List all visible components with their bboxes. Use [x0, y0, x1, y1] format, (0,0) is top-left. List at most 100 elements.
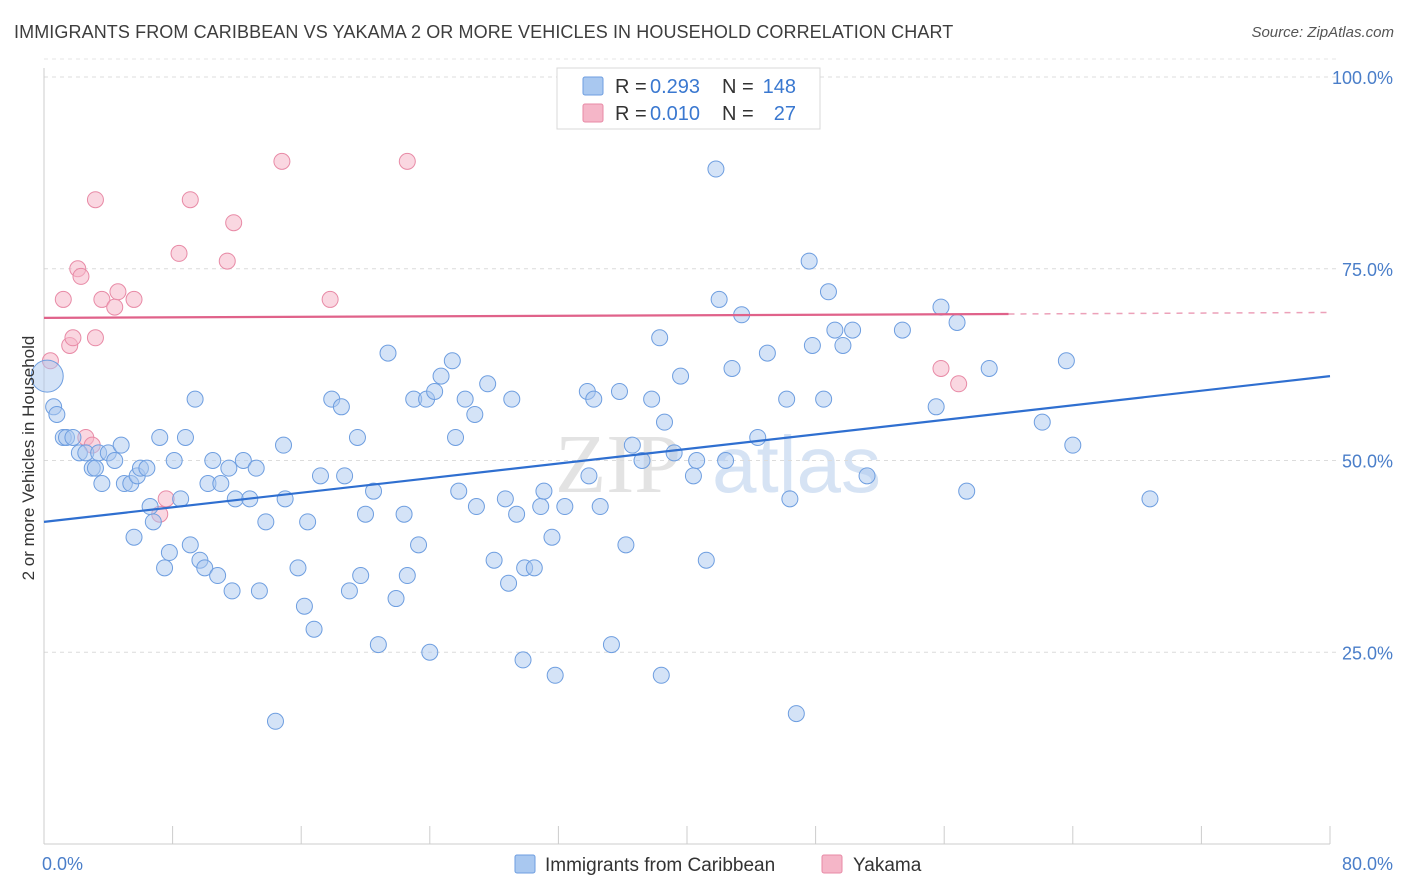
caribbean-point	[826, 321, 844, 339]
source-credit: Source: ZipAtlas.com	[1251, 24, 1394, 41]
watermark-zip: ZIP	[555, 418, 681, 511]
legend-swatch-caribbean	[582, 76, 604, 96]
caribbean-point	[466, 405, 484, 423]
yakama-point	[54, 290, 72, 308]
caribbean-point	[803, 336, 821, 354]
caribbean-point	[456, 390, 474, 408]
caribbean-point	[525, 559, 543, 577]
caribbean-point	[348, 428, 366, 446]
caribbean-point	[410, 536, 428, 554]
caribbean-point	[395, 505, 413, 523]
caribbean-point	[948, 313, 966, 331]
caribbean-point	[299, 513, 317, 531]
caribbean-point	[858, 467, 876, 485]
caribbean-point	[543, 528, 561, 546]
bottom-legend-swatch-caribbean	[514, 854, 536, 874]
legend-n-label-caribbean: N =	[722, 76, 754, 98]
yakama-point	[64, 329, 82, 347]
yakama-trend-extension	[1008, 311, 1331, 315]
caribbean-point	[172, 490, 190, 508]
yakama-point	[218, 252, 236, 270]
y-tick-label-3: 100.0%	[1332, 68, 1393, 88]
caribbean-point	[535, 482, 553, 500]
caribbean-point	[311, 467, 329, 485]
caribbean-point	[352, 567, 370, 585]
caribbean-point	[778, 390, 796, 408]
caribbean-point	[340, 582, 358, 600]
caribbean-trend-line	[43, 375, 1331, 523]
caribbean-point	[447, 428, 465, 446]
yakama-trend-line	[43, 312, 1009, 319]
caribbean-point	[710, 290, 728, 308]
caribbean-point	[266, 712, 284, 730]
caribbean-point	[196, 559, 214, 577]
caribbean-point	[633, 452, 651, 469]
caribbean-point	[212, 475, 230, 493]
chart-title: IMMIGRANTS FROM CARIBBEAN VS YAKAMA 2 OR…	[14, 22, 954, 42]
caribbean-point	[893, 321, 911, 339]
caribbean-point	[844, 321, 862, 339]
caribbean-point	[723, 359, 741, 377]
bottom-legend-label-caribbean: Immigrants from Caribbean	[545, 855, 775, 876]
bottom-legend-label-yakama: Yakama	[853, 855, 922, 876]
caribbean-point	[758, 344, 776, 362]
legend-r-value-yakama: 0.010	[650, 103, 700, 125]
caribbean-point	[707, 160, 725, 178]
caribbean-point	[289, 559, 307, 577]
caribbean-point	[165, 452, 183, 469]
caribbean-point	[450, 482, 468, 500]
y-tick-label-2: 75.0%	[1342, 260, 1393, 280]
legend-n-value-yakama: 27	[774, 103, 796, 125]
caribbean-point	[426, 382, 444, 400]
caribbean-point	[398, 567, 416, 585]
legend-r-label-yakama: R =	[615, 103, 647, 125]
caribbean-point	[672, 367, 690, 385]
caribbean-point	[93, 475, 111, 493]
yakama-point	[86, 191, 104, 209]
caribbean-point	[234, 452, 252, 469]
caribbean-point	[665, 444, 683, 462]
caribbean-point	[1141, 490, 1159, 508]
caribbean-point	[220, 459, 238, 477]
trend-lines	[43, 311, 1331, 523]
caribbean-point	[125, 528, 143, 546]
caribbean-point	[112, 436, 130, 454]
yakama-point	[950, 375, 968, 393]
caribbean-point	[332, 398, 350, 416]
caribbean-point	[48, 405, 66, 423]
caribbean-point	[532, 498, 550, 516]
caribbean-point	[369, 636, 387, 654]
x-tick-label-min: 0.0%	[42, 854, 83, 874]
caribbean-point	[815, 390, 833, 408]
caribbean-point	[652, 666, 670, 684]
caribbean-point	[787, 705, 805, 723]
caribbean-point	[336, 467, 354, 485]
y-tick-label-1: 50.0%	[1342, 452, 1393, 472]
caribbean-point	[86, 459, 104, 477]
legend-n-label-yakama: N =	[722, 103, 754, 125]
caribbean-point	[467, 498, 485, 516]
caribbean-point	[387, 590, 405, 608]
caribbean-point	[295, 597, 313, 615]
caribbean-point	[500, 574, 518, 592]
caribbean-point	[204, 452, 222, 469]
caribbean-point	[379, 344, 397, 362]
caribbean-point	[819, 283, 837, 301]
caribbean-point	[503, 390, 521, 408]
caribbean-point	[64, 428, 82, 446]
legend-r-label-caribbean: R =	[615, 76, 647, 98]
caribbean-point	[610, 382, 628, 400]
caribbean-point	[617, 536, 635, 554]
caribbean-point	[479, 375, 497, 393]
watermark: ZIP atlas	[555, 418, 881, 511]
caribbean-point	[651, 329, 669, 347]
yakama-point	[72, 267, 90, 285]
legend-swatch-yakama	[582, 103, 604, 123]
caribbean-point	[257, 513, 275, 531]
caribbean-point	[186, 390, 204, 408]
caribbean-point	[181, 536, 199, 554]
caribbean-point	[160, 544, 178, 562]
yakama-point	[106, 298, 124, 316]
caribbean-point	[30, 359, 64, 393]
x-tick-label-max: 80.0%	[1342, 854, 1393, 874]
